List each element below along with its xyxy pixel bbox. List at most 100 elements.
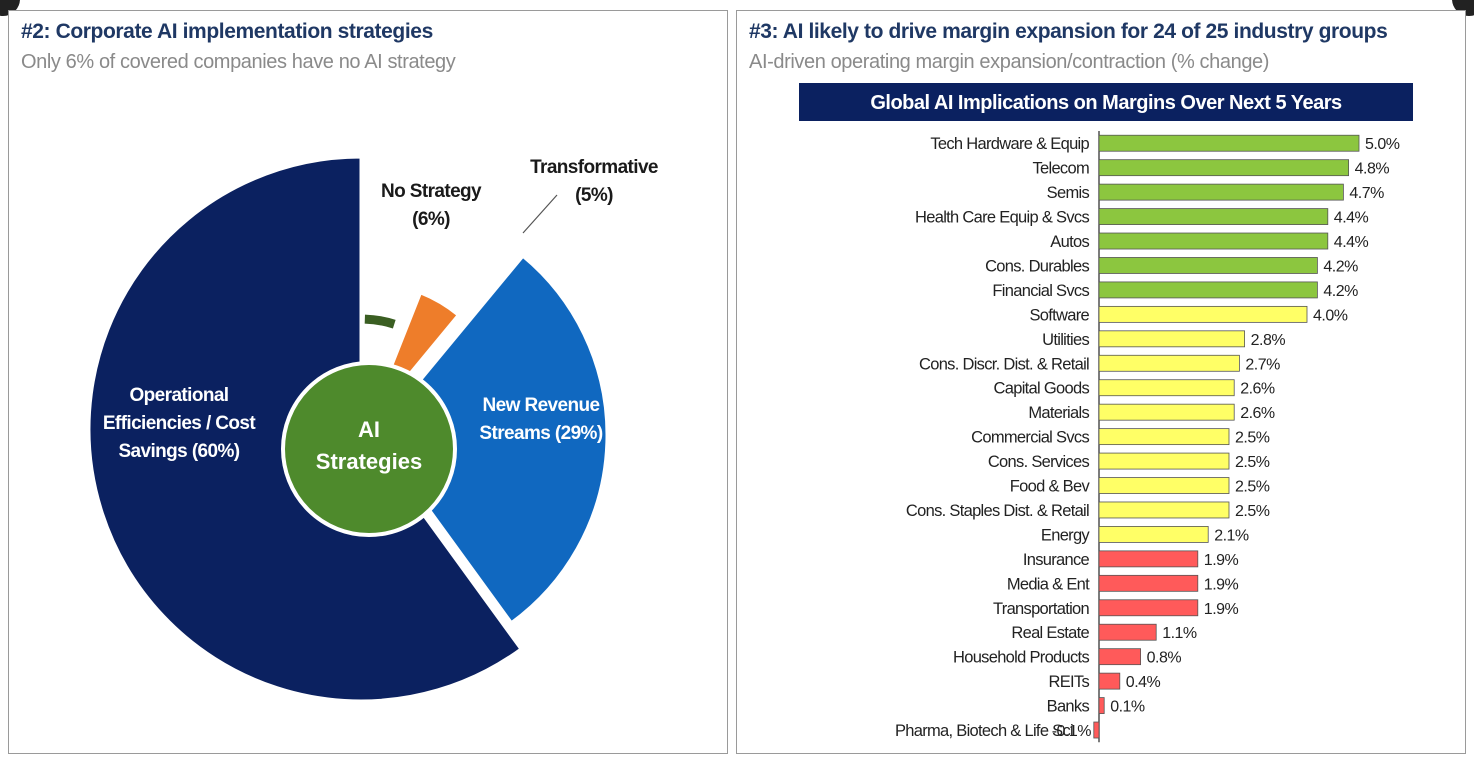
bar-category-label: Telecom (1032, 160, 1089, 178)
bar-panel-subtitle: AI-driven operating margin expansion/con… (749, 51, 1270, 73)
bar-value-label: 4.8% (1355, 161, 1390, 178)
bar-value-label: 1.1% (1162, 625, 1197, 642)
bar (1098, 648, 1141, 666)
pie-panel: #2: Corporate AI implementation strategi… (8, 10, 728, 754)
bar-category-label: Financial Svcs (992, 282, 1089, 300)
bar (1098, 305, 1308, 323)
bar (1098, 574, 1199, 592)
pie-center-label: Strategies (316, 449, 422, 474)
pie-label-transformative: Transformative (530, 157, 658, 178)
bar-value-label: 4.2% (1323, 258, 1358, 275)
bar-value-label: 2.1% (1214, 527, 1249, 544)
bar-category-label: Cons. Staples Dist. & Retail (906, 502, 1089, 520)
bar-value-label: 2.8% (1251, 332, 1286, 349)
bar (1098, 428, 1230, 446)
pie-center-circle (281, 361, 457, 537)
bar (1098, 208, 1329, 225)
pie-slice-no-strategy-arc (364, 314, 396, 329)
bar-category-label: Cons. Services (988, 453, 1090, 471)
bar-chart: Global AI Implications on Margins Over N… (799, 83, 1413, 743)
bar-panel-title: #3: AI likely to drive margin expansion … (749, 20, 1388, 43)
bar-value-label: 4.2% (1323, 283, 1358, 300)
bar-category-label: Real Estate (1011, 624, 1089, 642)
bar-value-label: 0.1% (1110, 699, 1145, 716)
bar (1098, 134, 1360, 152)
bar-chart-title: Global AI Implications on Margins Over N… (870, 92, 1342, 114)
bar-value-label: 2.5% (1235, 430, 1270, 447)
bar (1098, 403, 1235, 421)
bar-category-label: Semis (1047, 184, 1090, 202)
bar (1098, 159, 1350, 177)
bar (1098, 526, 1209, 543)
bar (1098, 183, 1344, 201)
bar-category-label: REITs (1048, 673, 1089, 691)
bar-category-label: Software (1029, 306, 1089, 324)
bar (1093, 721, 1100, 739)
bar-value-label: 2.5% (1235, 454, 1270, 471)
bar-category-label: Cons. Discr. Dist. & Retail (919, 355, 1089, 373)
bar-panel: #3: AI likely to drive margin expansion … (736, 10, 1466, 754)
bar (1098, 672, 1121, 690)
bar (1098, 379, 1235, 397)
bar (1098, 623, 1157, 641)
pie-label-new-revenue-streams: New Revenue (483, 395, 600, 416)
bar-value-label: 1.9% (1204, 576, 1239, 593)
bar (1098, 477, 1230, 494)
bar-value-label: 2.6% (1240, 405, 1275, 422)
pie-label-no-strategy: (6%) (412, 209, 450, 230)
pie-label-new-revenue-streams: Streams (29%) (479, 423, 602, 444)
bar (1098, 330, 1246, 348)
bar-category-label: Autos (1050, 233, 1089, 251)
bar-category-label: Household Products (953, 649, 1089, 667)
bar-value-label: -0.1% (1052, 723, 1092, 740)
bar-value-label: 4.4% (1334, 234, 1369, 251)
pie-center-label: AI (358, 417, 380, 442)
bar (1098, 257, 1318, 274)
bar-category-label: Media & Ent (1007, 575, 1090, 593)
bar-category-label: Health Care Equip & Svcs (915, 209, 1089, 227)
pie-label-operational-efficiencies-cost-savings: Operational (130, 385, 229, 406)
bar (1098, 281, 1318, 299)
bar-value-label: 0.4% (1126, 674, 1161, 691)
bar-category-label: Materials (1028, 404, 1089, 422)
pie-slice-new-revenue-streams (373, 254, 609, 625)
bar-value-label: 2.5% (1235, 479, 1270, 496)
bar (1098, 550, 1199, 568)
pie-leader-line (522, 194, 558, 234)
pie-panel-subtitle: Only 6% of covered companies have no AI … (21, 51, 456, 73)
bar-category-label: Commercial Svcs (971, 429, 1089, 447)
bar-value-label: 0.8% (1147, 650, 1182, 667)
bar-category-label: Transportation (993, 600, 1089, 618)
bar-category-label: Pharma, Biotech & Life Sci (895, 722, 1073, 740)
bar-value-label: 1.9% (1204, 601, 1239, 618)
bar-chart-title-bar (799, 83, 1413, 121)
bar-category-label: Capital Goods (994, 380, 1090, 398)
bar-category-label: Tech Hardware & Equip (930, 135, 1089, 153)
bar-category-label: Cons. Durables (985, 257, 1089, 275)
bar-value-label: 2.6% (1240, 381, 1275, 398)
pie-label-no-strategy: No Strategy (381, 181, 482, 202)
bar-category-label: Energy (1041, 526, 1091, 544)
pie-label-transformative: (5%) (575, 185, 613, 206)
bar-value-label: 2.5% (1235, 503, 1270, 520)
bar-value-label: 1.9% (1204, 552, 1239, 569)
bar (1098, 452, 1230, 470)
bar-category-label: Food & Bev (1010, 478, 1091, 496)
bar (1098, 501, 1230, 519)
pie-panel-title: #2: Corporate AI implementation strategi… (21, 20, 433, 43)
bar (1098, 232, 1329, 250)
bar-value-label: 2.7% (1245, 356, 1280, 373)
bar (1098, 697, 1105, 714)
pie-chart: AI Strategies Operational Efficiencies / Co… (87, 155, 659, 703)
bar (1098, 599, 1199, 617)
bar-value-label: 4.0% (1313, 307, 1348, 324)
bar-category-label: Utilities (1042, 331, 1089, 349)
pie-label-operational-efficiencies-cost-savings: Savings (60%) (118, 441, 239, 462)
bar-category-label: Banks (1047, 698, 1090, 716)
bar-value-label: 4.4% (1334, 210, 1369, 227)
bar (1098, 354, 1240, 372)
bar-value-label: 5.0% (1365, 136, 1400, 153)
pie-label-operational-efficiencies-cost-savings: Efficiencies / Cost (103, 413, 257, 434)
bar-value-label: 4.7% (1349, 185, 1384, 202)
